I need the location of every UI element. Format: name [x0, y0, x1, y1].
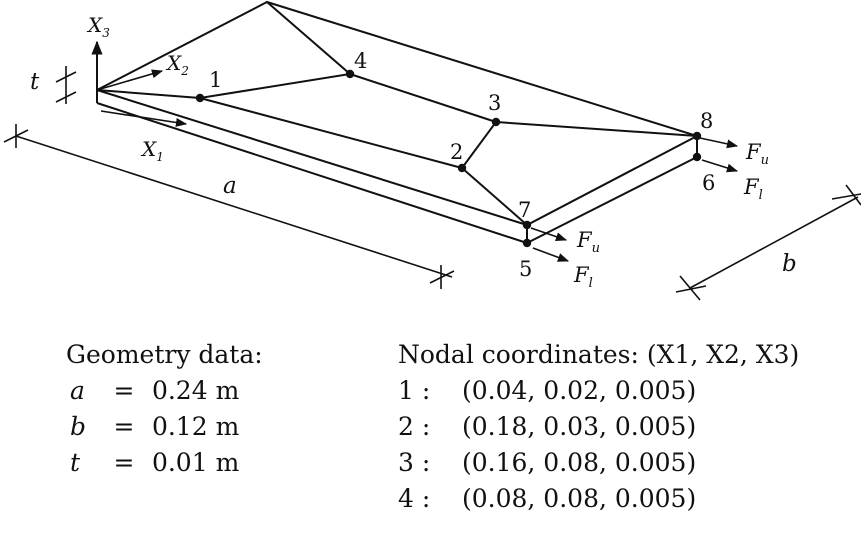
geometry-heading: Geometry data:	[66, 340, 263, 369]
a-dimension-line	[15, 135, 453, 278]
node-6-label: 6	[702, 171, 715, 195]
b-tick-left-2	[675, 285, 707, 293]
nodal-row-1: 1 : (0.04, 0.02, 0.005)	[398, 376, 696, 405]
plate-bottom-edge-front	[96, 102, 528, 244]
geometry-row-b: b = 0.12 m	[70, 412, 239, 441]
x1-axis-label: X1	[140, 137, 164, 164]
geometry-value: 0.24 m	[151, 376, 240, 405]
a-tick-left-2	[3, 129, 29, 143]
node-1-label: 1	[209, 68, 222, 92]
x2-axis-arrow	[96, 69, 164, 91]
force-fu-node-8-arrow	[699, 137, 739, 149]
geometry-eq: =	[113, 376, 135, 405]
mesh-line-1-4	[96, 1, 353, 100]
x1-axis-arrow	[100, 110, 188, 127]
nodal-coords: (0.04, 0.02, 0.005)	[462, 376, 697, 405]
mesh-line-4-3	[349, 73, 497, 123]
node-7-label: 7	[518, 198, 531, 222]
node-8-label: 8	[700, 109, 713, 133]
force-fu-node-7-arrow	[530, 227, 568, 241]
force-fu-8-label: Fu	[745, 140, 769, 168]
nodal-heading: Nodal coordinates: (X1, X2, X3)	[398, 340, 800, 369]
b-tick-right-2	[831, 193, 861, 200]
nodal-row-2: 2 : (0.18, 0.03, 0.005)	[398, 412, 696, 441]
node-4-label: 4	[354, 49, 367, 73]
x3-axis-label: X3	[86, 13, 110, 40]
t-tick-bottom	[55, 91, 77, 103]
force-fl-node-5-arrow	[532, 247, 570, 262]
geometry-row-a: a = 0.24 m	[70, 376, 239, 405]
nodal-id: 4 :	[398, 484, 431, 513]
node-5-label: 5	[519, 257, 532, 281]
geometry-var: a	[70, 376, 85, 405]
nodal-coords: (0.18, 0.03, 0.005)	[462, 412, 697, 441]
dimension-t-label: t	[30, 69, 40, 95]
node-1-dot	[195, 93, 205, 103]
mesh-line-2-3	[461, 121, 497, 169]
mesh-line-3-8	[495, 121, 698, 137]
nodal-coords: (0.08, 0.08, 0.005)	[462, 484, 697, 513]
node-3-label: 3	[488, 91, 501, 115]
geometry-eq: =	[113, 448, 135, 477]
geometry-var: t	[70, 448, 81, 477]
b-tick-left-1	[679, 275, 701, 301]
nodal-id: 3 :	[398, 448, 431, 477]
node-7-dot	[522, 220, 532, 230]
geometry-value: 0.12 m	[151, 412, 240, 441]
nodal-id: 2 :	[398, 412, 431, 441]
node-2-dot	[457, 163, 467, 173]
geometry-value: 0.01 m	[151, 448, 240, 477]
b-dimension-line	[689, 196, 859, 289]
force-fl-5-label: Fl	[573, 263, 593, 291]
nodal-row-4: 4 : (0.08, 0.08, 0.005)	[398, 484, 696, 513]
geometry-eq: =	[113, 412, 135, 441]
mesh-line-2-7	[461, 167, 528, 226]
force-fu-7-label: Fu	[576, 228, 600, 256]
nodal-row-3: 3 : (0.16, 0.08, 0.005)	[398, 448, 696, 477]
nodal-id: 1 :	[398, 376, 431, 405]
node-2-label: 2	[450, 140, 463, 164]
node-8-dot	[692, 131, 702, 141]
plate-bottom-edge-side	[526, 156, 698, 244]
dimension-a-label: a	[223, 173, 237, 199]
a-tick-right-2	[429, 270, 455, 284]
node-5-dot	[522, 238, 532, 248]
force-fl-6-label: Fl	[743, 175, 763, 203]
force-fl-node-6-arrow	[701, 159, 739, 173]
node-4-dot	[345, 69, 355, 79]
t-tick-top	[55, 71, 77, 83]
node-3-dot	[491, 117, 501, 127]
node-6-dot	[692, 152, 702, 162]
nodal-coords: (0.16, 0.08, 0.005)	[462, 448, 697, 477]
geometry-var: b	[70, 412, 87, 441]
dimension-b-label: b	[782, 251, 797, 277]
geometry-row-t: t = 0.01 m	[70, 448, 239, 477]
mesh-line-1-2	[199, 97, 463, 169]
x2-axis-label: X2	[165, 51, 189, 78]
